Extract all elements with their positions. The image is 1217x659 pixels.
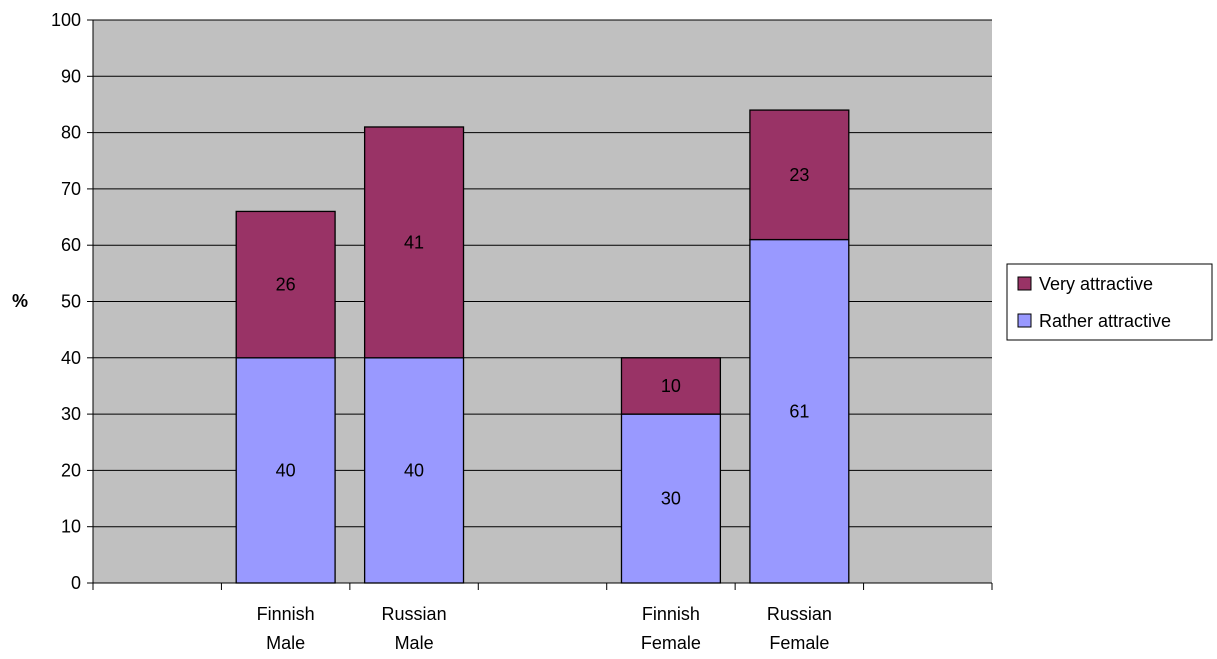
y-tick-label: 20 [61, 460, 81, 480]
x-tick-label: Russian [767, 604, 832, 624]
y-tick-label: 0 [71, 573, 81, 593]
bar-segment [363, 357, 465, 584]
data-label: 41 [404, 232, 424, 252]
bar-segment [749, 238, 850, 584]
legend: Very attractive Rather attractive [1006, 263, 1213, 341]
data-label: 10 [661, 376, 681, 396]
legend-box [1006, 263, 1213, 341]
bar-segment [235, 210, 336, 359]
x-tick-label: Russian [382, 604, 447, 624]
y-tick-label: 50 [61, 292, 81, 312]
x-tick-label: Female [769, 633, 829, 653]
y-tick-label: 30 [61, 404, 81, 424]
y-tick-label: 100 [51, 10, 81, 30]
data-label: 26 [276, 275, 296, 295]
y-axis-ticks: 0 10 20 30 40 50 60 70 80 90 100 [51, 10, 93, 593]
y-tick-label: 70 [61, 179, 81, 199]
bar-segment [620, 357, 722, 415]
y-tick-label: 60 [61, 235, 81, 255]
data-label: 40 [276, 460, 296, 480]
x-tick-label: Male [266, 633, 305, 653]
data-label: 61 [789, 401, 809, 421]
legend-label-rather-attractive: Rather attractive [1039, 311, 1171, 331]
legend-label-very-attractive: Very attractive [1039, 274, 1153, 294]
y-tick-label: 80 [61, 123, 81, 143]
legend-swatch-rather-attractive [1017, 313, 1032, 328]
x-axis-ticks: Finnish Male Russian Male Finnish Female Russi… [92, 583, 993, 653]
bar-segment [235, 357, 336, 584]
x-tick-label: Male [395, 633, 434, 653]
legend-swatch-very-attractive [1017, 276, 1032, 291]
y-tick-label: 10 [61, 517, 81, 537]
bar-segment [363, 126, 465, 359]
bar-segment [749, 109, 850, 241]
x-tick-label: Finnish [257, 604, 315, 624]
data-label: 40 [404, 460, 424, 480]
bar-segment [620, 413, 722, 584]
data-label: 23 [789, 165, 809, 185]
y-axis-label: % [12, 291, 28, 311]
y-tick-label: 90 [61, 66, 81, 86]
x-tick-label: Female [641, 633, 701, 653]
y-tick-label: 40 [61, 348, 81, 368]
x-tick-label: Finnish [642, 604, 700, 624]
bars: 40 26 40 41 30 10 61 23 [235, 109, 850, 584]
data-label: 30 [661, 489, 681, 509]
